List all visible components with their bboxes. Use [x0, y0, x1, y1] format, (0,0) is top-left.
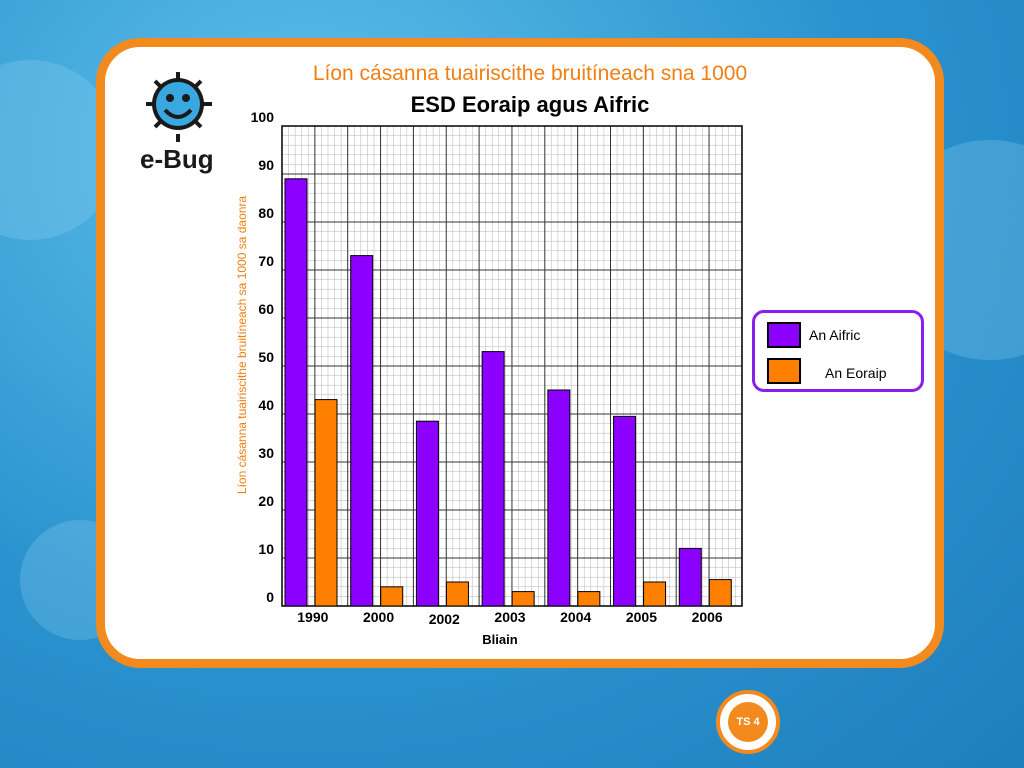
- y-tick-label: 50: [258, 349, 274, 365]
- badge-text: TS 4: [728, 702, 768, 742]
- y-tick-label: 0: [266, 589, 274, 605]
- legend-swatch-aifric: [767, 322, 801, 348]
- bar-aifric-1990: [284, 178, 308, 607]
- x-tick-label: 1990: [297, 609, 328, 625]
- x-tick-label: 2005: [626, 609, 657, 625]
- bar-aifric-2003: [481, 351, 505, 607]
- logo-text: e-Bug: [140, 144, 214, 174]
- bar-eoraip-2000: [380, 586, 404, 607]
- y-tick-label: 10: [258, 541, 274, 557]
- legend-swatch-eoraip: [767, 358, 801, 384]
- bar-aifric-2006: [678, 547, 702, 607]
- x-tick-label: 2002: [429, 611, 460, 627]
- bar-eoraip-2002: [445, 581, 469, 607]
- bar-aifric-2002: [415, 420, 439, 607]
- smiling-bug-icon: e-Bug: [140, 72, 214, 174]
- legend-label-eoraip: An Eoraip: [825, 365, 887, 381]
- legend: An Aifric An Eoraip: [752, 310, 924, 392]
- y-tick-label: 60: [258, 301, 274, 317]
- y-tick-label: 100: [251, 109, 275, 125]
- bar-eoraip-2005: [643, 581, 667, 607]
- x-tick-label: 2003: [494, 609, 525, 625]
- bar-eoraip-2004: [577, 591, 601, 607]
- legend-label-aifric: An Aifric: [809, 327, 861, 343]
- bar-aifric-2004: [547, 389, 571, 607]
- chart-title: Líon cásanna tuairiscithe bruitíneach sn…: [312, 62, 748, 85]
- y-tick-label: 80: [258, 205, 274, 221]
- bar-eoraip-1990: [314, 399, 338, 607]
- ebug-logo: e-Bug: [138, 68, 228, 178]
- x-tick-label: 2006: [692, 609, 723, 625]
- chart-subtitle: ESD Eoraip agus Aifric: [410, 92, 650, 117]
- slide-badge: TS 4: [716, 690, 780, 754]
- y-tick-label: 20: [258, 493, 274, 509]
- bar-eoraip-2006: [708, 579, 732, 607]
- bar-aifric-2000: [350, 255, 374, 607]
- y-tick-label: 30: [258, 445, 274, 461]
- bar-eoraip-2003: [511, 591, 535, 607]
- bar-aifric-2005: [613, 415, 637, 607]
- y-tick-label: 40: [258, 397, 274, 413]
- x-tick-label: 2004: [560, 609, 591, 625]
- x-axis-label: Bliain: [482, 632, 518, 647]
- y-tick-label: 70: [258, 253, 274, 269]
- y-tick-label: 90: [258, 157, 274, 173]
- x-tick-label: 2000: [363, 609, 394, 625]
